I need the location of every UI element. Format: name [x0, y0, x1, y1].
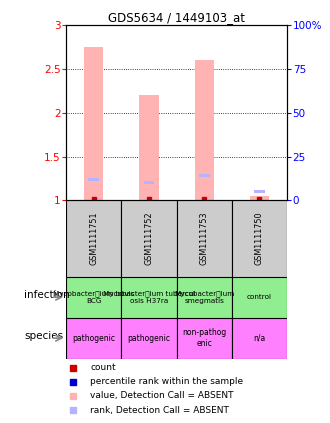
Bar: [121, 277, 177, 318]
Text: GSM1111751: GSM1111751: [89, 212, 98, 265]
Bar: [84, 47, 103, 200]
Text: control: control: [247, 294, 272, 300]
Title: GDS5634 / 1449103_at: GDS5634 / 1449103_at: [108, 11, 245, 24]
Text: pathogenic: pathogenic: [72, 334, 115, 343]
Text: infection: infection: [24, 290, 70, 300]
Text: GSM1111752: GSM1111752: [145, 212, 153, 265]
Bar: [139, 95, 159, 200]
Text: GSM1111750: GSM1111750: [255, 212, 264, 265]
Bar: [88, 178, 99, 181]
Text: value, Detection Call = ABSENT: value, Detection Call = ABSENT: [90, 391, 234, 401]
Text: species: species: [24, 331, 63, 341]
Bar: [232, 318, 287, 359]
Bar: [66, 200, 121, 277]
Bar: [232, 200, 287, 277]
Bar: [199, 174, 210, 177]
Text: Mycobacterium tubercul
osis H37ra: Mycobacter ium tubercul osis H37ra: [103, 291, 195, 304]
Text: pathogenic: pathogenic: [127, 334, 170, 343]
Bar: [177, 200, 232, 277]
Text: GSM1111753: GSM1111753: [200, 212, 209, 265]
Bar: [177, 277, 232, 318]
Bar: [66, 318, 121, 359]
Bar: [254, 190, 265, 193]
Bar: [66, 277, 121, 318]
Text: count: count: [90, 363, 116, 372]
Bar: [232, 277, 287, 318]
Bar: [121, 200, 177, 277]
Bar: [177, 318, 232, 359]
Text: non-pathog
enic: non-pathog enic: [182, 329, 226, 348]
Text: Mycobacterium
smegmatis: Mycobacter ium smegmatis: [174, 291, 234, 304]
Text: rank, Detection Call = ABSENT: rank, Detection Call = ABSENT: [90, 406, 229, 415]
Text: Mycobacterium bovis
BCG: Mycobacter ium bovis BCG: [53, 291, 134, 304]
Bar: [144, 181, 154, 184]
Bar: [121, 318, 177, 359]
Bar: [250, 196, 269, 200]
Text: percentile rank within the sample: percentile rank within the sample: [90, 377, 244, 386]
Bar: [194, 60, 214, 200]
Text: n/a: n/a: [253, 334, 266, 343]
